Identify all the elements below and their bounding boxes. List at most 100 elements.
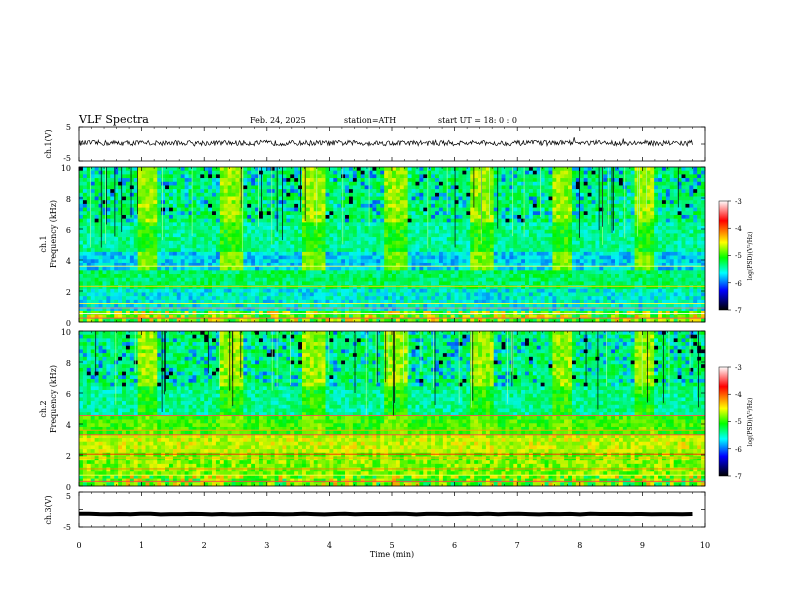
- spectrogram-cell: [278, 251, 283, 256]
- spectrogram-cell: [325, 270, 330, 275]
- spectrogram-cell: [110, 211, 115, 216]
- spectrogram-cell: [474, 222, 479, 227]
- spectrogram-cell: [219, 240, 225, 245]
- spectrogram-cell: [204, 214, 209, 219]
- spectrogram-cell: [223, 222, 228, 227]
- spectrogram-cell: [419, 211, 424, 216]
- spectrogram-cell: [172, 285, 178, 290]
- spectrogram-cell: [493, 207, 498, 212]
- spectrogram-cell: [431, 226, 436, 231]
- spectrogram-cell: [200, 277, 205, 282]
- spectrogram-cell: [90, 248, 95, 253]
- spectrogram-cell: [219, 196, 225, 201]
- spectrogram-cell: [368, 292, 373, 297]
- spectrogram-cell: [274, 244, 279, 249]
- spectrogram-cell: [368, 307, 373, 312]
- spectrogram-cell: [317, 248, 322, 253]
- spectrogram-cell: [337, 178, 342, 183]
- spectrogram-cell: [102, 237, 107, 242]
- spectrogram-cell: [419, 255, 424, 260]
- spectrogram-cell: [231, 229, 236, 234]
- spectrogram-cell: [255, 310, 260, 315]
- spectrogram-cell: [376, 255, 381, 260]
- spectrogram-cell: [274, 259, 279, 264]
- spectrogram-cell: [290, 196, 295, 201]
- spectrogram-cell: [255, 170, 260, 175]
- spectrogram-cell: [372, 237, 377, 242]
- spectrogram-cell: [122, 310, 127, 315]
- spectrogram-cell: [165, 285, 170, 290]
- spectrogram-cell: [446, 233, 451, 238]
- spectrogram-cell: [82, 285, 88, 290]
- spectrogram-cell: [114, 222, 119, 227]
- spectrogram-cell: [208, 270, 213, 275]
- spectrogram-cell: [251, 211, 256, 216]
- spectrogram-cell: [176, 185, 182, 190]
- spectrogram-cell: [141, 229, 146, 234]
- spectrogram-cell: [485, 170, 491, 175]
- spectrogram-cell: [137, 174, 142, 179]
- spectrogram-cell: [157, 211, 162, 216]
- spectrogram-cell: [180, 303, 185, 308]
- spectrogram-cell: [462, 296, 467, 301]
- spectrogram-cell: [317, 226, 322, 231]
- spectrogram-cell: [450, 285, 455, 290]
- spectrogram-cell: [450, 211, 455, 216]
- spectrogram-cell: [286, 314, 291, 319]
- spectrogram-cell: [325, 167, 330, 171]
- spectrogram-cell: [341, 170, 346, 175]
- spectrogram-cell: [219, 167, 225, 171]
- spectrogram-cell: [325, 288, 330, 293]
- spectrogram-cell: [528, 299, 534, 304]
- spectrogram-cell: [90, 303, 95, 308]
- spectrogram-cell: [200, 288, 205, 293]
- spectrogram-cell: [266, 200, 272, 205]
- spectrogram-cell: [90, 259, 95, 264]
- spectrogram-cell: [348, 274, 354, 279]
- spectrogram-cell: [333, 285, 338, 290]
- spectrogram-cell: [489, 200, 495, 205]
- spectrogram-cell: [290, 218, 295, 223]
- spectrogram-cell: [395, 214, 401, 219]
- spectrogram-cell: [356, 174, 361, 179]
- spectrogram-cell: [521, 310, 526, 315]
- spectrogram-cell: [114, 214, 119, 219]
- spectrogram-cell: [341, 307, 346, 312]
- spectrogram-cell: [114, 174, 119, 179]
- spectrogram-cell: [427, 299, 432, 304]
- spectrogram-cell: [438, 196, 444, 201]
- spectrogram-cell: [458, 270, 463, 275]
- spectrogram-cell: [168, 203, 174, 208]
- spectrogram-cell: [517, 240, 522, 245]
- spectrogram-cell: [419, 248, 424, 253]
- spectrogram-cell: [141, 296, 146, 301]
- spectrogram-cell: [399, 259, 405, 264]
- spectrogram-cell: [403, 318, 408, 323]
- spectrogram-cell: [446, 299, 451, 304]
- spectrogram-cell: [153, 167, 158, 171]
- spectrogram-cell: [282, 174, 287, 179]
- spectrogram-cell: [532, 174, 538, 179]
- spectrogram-cell: [196, 170, 201, 175]
- spectrogram-cell: [255, 196, 260, 201]
- spectrogram-cell: [458, 262, 463, 267]
- spectrogram-cell: [196, 181, 201, 186]
- spectrogram-cell: [161, 310, 166, 315]
- spectrogram-cell: [380, 307, 385, 312]
- spectrogram-cell: [282, 192, 287, 197]
- spectrogram-cell: [184, 288, 189, 293]
- spectrogram-cell: [94, 226, 99, 231]
- spectrogram-cell: [337, 259, 342, 264]
- spectrogram-cell: [302, 277, 307, 282]
- spectrogram-cell: [360, 240, 365, 245]
- spectrogram-cell: [200, 318, 205, 323]
- spectrogram-cell: [368, 274, 373, 279]
- spectrogram-cell: [98, 299, 103, 304]
- spectrogram-cell: [153, 248, 158, 253]
- spectrogram-cell: [94, 222, 99, 227]
- spectrogram-cell: [493, 318, 498, 323]
- spectrogram-cell: [79, 277, 84, 282]
- spectrogram-cell: [86, 196, 92, 201]
- spectrogram-cell: [196, 178, 201, 183]
- spectrogram-cell: [176, 237, 182, 242]
